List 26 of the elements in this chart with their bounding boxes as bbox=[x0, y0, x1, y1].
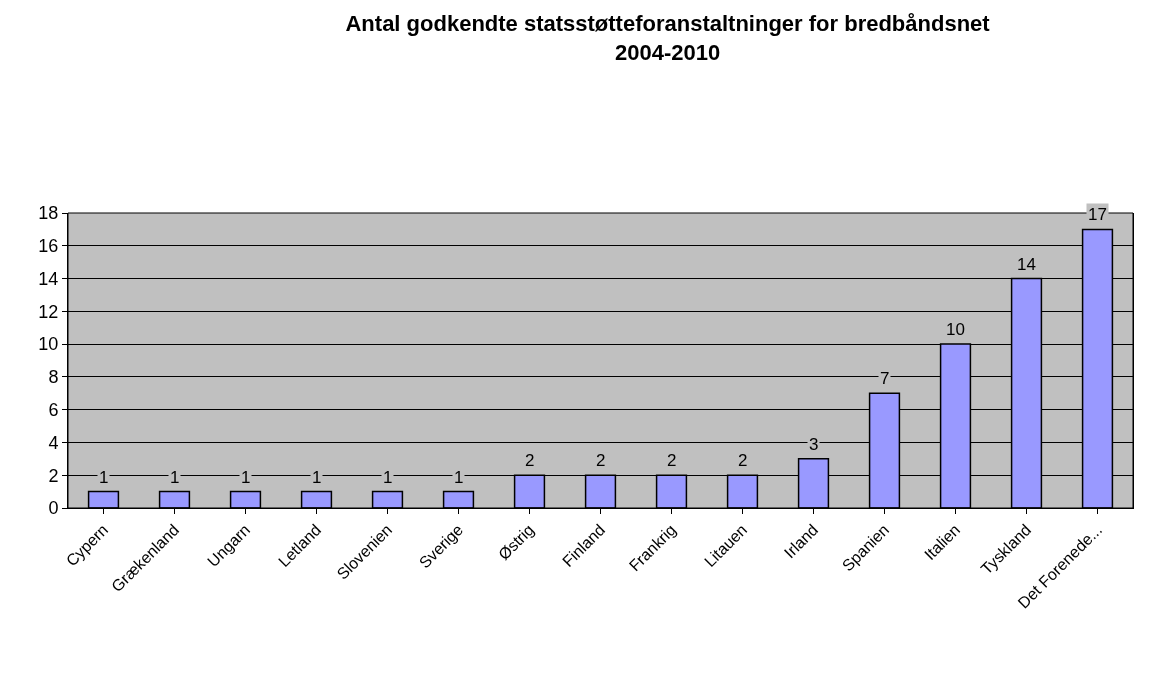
data-label: 10 bbox=[946, 320, 965, 339]
y-tick-label: 4 bbox=[48, 432, 59, 453]
y-tick-label: 18 bbox=[38, 203, 59, 224]
data-label: 2 bbox=[667, 451, 677, 470]
y-tick-label: 2 bbox=[48, 465, 59, 486]
data-label: 1 bbox=[383, 468, 393, 487]
y-tick-label: 16 bbox=[38, 236, 59, 257]
data-label: 7 bbox=[880, 369, 890, 388]
data-label: 14 bbox=[1017, 255, 1036, 274]
y-tick-label: 10 bbox=[38, 334, 59, 355]
chart-title: Antal godkendte statsstøtteforanstaltninger for bredbåndsnet 2004-2010 bbox=[345, 11, 991, 65]
data-label: 2 bbox=[738, 451, 748, 470]
data-label: 2 bbox=[525, 451, 535, 470]
data-label: 2 bbox=[596, 451, 606, 470]
data-label: 1 bbox=[170, 468, 180, 487]
data-label: 1 bbox=[454, 468, 464, 487]
data-label: 1 bbox=[241, 468, 251, 487]
data-label: 1 bbox=[99, 468, 109, 487]
y-tick-label: 8 bbox=[48, 367, 59, 388]
data-label: 1 bbox=[312, 468, 322, 487]
data-label: 17 bbox=[1088, 205, 1107, 224]
y-tick-label: 6 bbox=[48, 399, 59, 420]
data-label: 3 bbox=[809, 435, 819, 454]
y-tick-label: 14 bbox=[38, 268, 59, 289]
y-tick-label: 0 bbox=[48, 498, 59, 519]
y-tick-label: 12 bbox=[38, 301, 59, 322]
